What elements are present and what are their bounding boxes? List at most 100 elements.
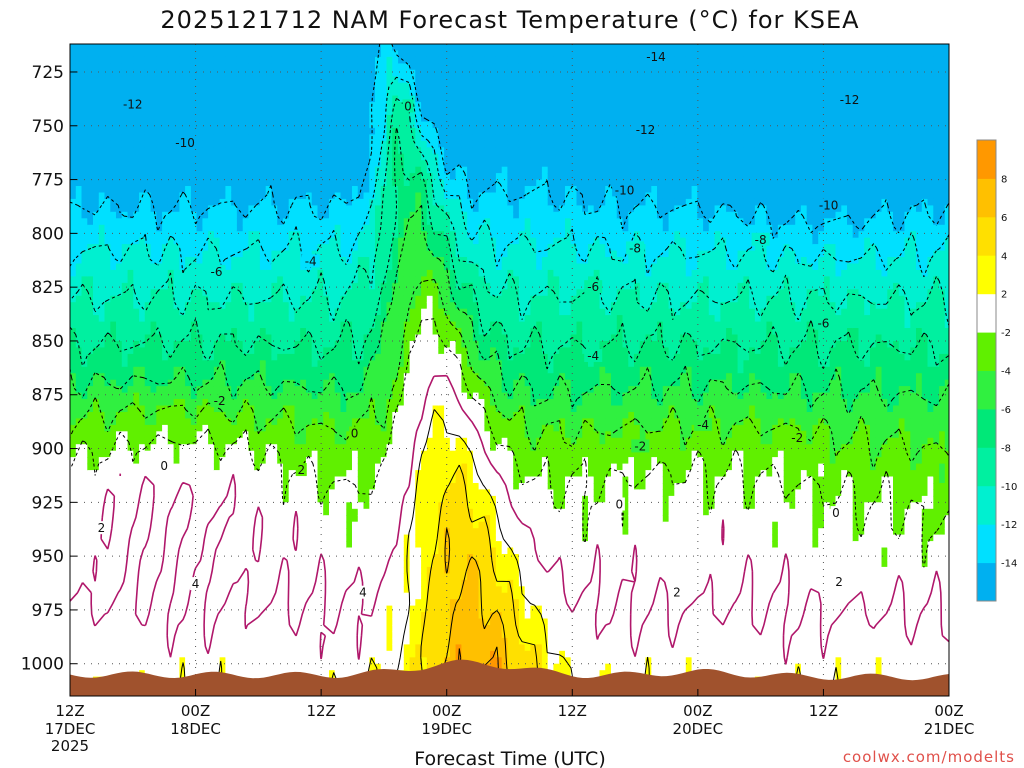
fill-cell-3074 — [242, 328, 250, 336]
fill-cell-2418 — [202, 657, 209, 665]
fill-cell-94 — [70, 650, 77, 658]
fill-cell-625 — [104, 166, 111, 174]
fill-cell-3765 — [282, 224, 290, 232]
fill-cell-4312 — [311, 495, 319, 503]
fill-cell-1364 — [144, 373, 152, 381]
fill-cell-385 — [87, 573, 94, 581]
fill-cell-4890 — [346, 315, 353, 323]
fill-cell-115 — [75, 134, 83, 142]
fill-cell-2341 — [202, 160, 209, 168]
fill-cell-4047 — [300, 89, 307, 97]
fill-cell-3780 — [282, 321, 290, 329]
fill-cell-4841 — [340, 650, 347, 658]
fill-cell-3503 — [265, 489, 273, 497]
fill-cell-3085 — [242, 399, 250, 407]
fill-cell-3261 — [254, 231, 261, 239]
fill-cell-1464 — [150, 366, 157, 374]
fill-cell-2235 — [196, 127, 203, 135]
fill-cell-707 — [110, 44, 117, 52]
fill-cell-4213 — [306, 508, 313, 516]
fill-cell-3679 — [277, 321, 284, 329]
fill-cell-221 — [81, 166, 88, 174]
fill-cell-190 — [75, 618, 83, 626]
fill-cell-3629 — [271, 650, 278, 658]
fill-cell-2875 — [231, 347, 238, 355]
fill-cell-1879 — [173, 437, 180, 445]
fill-cell-1592 — [156, 541, 163, 549]
fill-cell-1216 — [139, 69, 146, 77]
fill-cell-4980 — [352, 244, 359, 252]
fill-cell-1013 — [127, 63, 134, 71]
fill-cell-2932 — [236, 63, 244, 71]
fill-cell-2297 — [196, 528, 203, 536]
fill-cell-696 — [104, 625, 111, 633]
fill-cell-2447 — [208, 192, 215, 200]
fill-cell-4232 — [306, 631, 313, 639]
fill-cell-738 — [110, 244, 117, 252]
fill-cell-451 — [93, 347, 100, 355]
fill-cell-3660 — [277, 198, 284, 206]
fill-cell-419 — [93, 140, 100, 148]
fill-cell-610 — [104, 69, 111, 77]
fill-cell-151 — [75, 366, 83, 374]
fill-cell-4489 — [323, 334, 330, 342]
fill-cell-984 — [121, 528, 129, 536]
fill-cell-4146 — [306, 76, 313, 84]
fill-cell-3476 — [265, 315, 273, 323]
fill-cell-4960 — [352, 115, 359, 123]
fill-cell-223 — [81, 179, 88, 187]
fill-cell-916 — [121, 89, 129, 97]
fill-cell-3313 — [254, 566, 261, 574]
fill-cell-3797 — [282, 431, 290, 439]
fill-cell-2165 — [190, 328, 198, 336]
fill-cell-1667 — [162, 373, 169, 381]
fill-cell-182 — [75, 566, 83, 574]
fill-cell-340 — [87, 282, 94, 290]
fill-cell-3198 — [248, 476, 255, 484]
fill-cell-1978 — [179, 424, 186, 432]
fill-cell-3581 — [271, 341, 278, 349]
fill-cell-4521 — [323, 541, 330, 549]
fill-cell-736 — [110, 231, 117, 239]
fill-cell-4603 — [329, 418, 336, 426]
fill-cell-3209 — [248, 547, 255, 555]
fill-cell-1641 — [162, 205, 169, 213]
fill-cell-4112 — [300, 508, 307, 516]
fill-cell-1489 — [150, 528, 157, 536]
fill-cell-639 — [104, 257, 111, 265]
fill-cell-4690 — [334, 328, 342, 336]
fill-cell-3537 — [271, 56, 278, 64]
fill-cell-4218 — [306, 541, 313, 549]
fill-cell-2897 — [231, 489, 238, 497]
fill-cell-1935 — [179, 147, 186, 155]
fill-cell-4964 — [352, 140, 359, 148]
fill-cell-4184 — [306, 321, 313, 329]
fill-cell-4916 — [346, 483, 353, 491]
fill-cell-2318 — [196, 663, 203, 671]
fill-cell-2777 — [225, 366, 232, 374]
fill-cell-554 — [98, 360, 106, 368]
fill-cell-2465 — [208, 308, 215, 316]
fill-cell-2301 — [196, 554, 203, 562]
fill-cell-2020 — [185, 44, 192, 52]
fill-cell-130 — [75, 231, 83, 239]
fill-cell-4789 — [340, 315, 347, 323]
fill-cell-3924 — [288, 599, 296, 607]
fill-cell-2104 — [185, 586, 192, 594]
fill-cell-2435 — [208, 115, 215, 123]
fill-cell-971 — [121, 444, 129, 452]
fill-cell-4019 — [294, 560, 301, 568]
fill-cell-204 — [81, 56, 88, 64]
fill-cell-3298 — [254, 470, 261, 478]
fill-cell-2788 — [225, 437, 232, 445]
fill-cell-589 — [98, 586, 106, 594]
fill-cell-3549 — [271, 134, 278, 142]
fill-cell-3799 — [282, 444, 290, 452]
fill-cell-4785 — [340, 289, 347, 297]
fill-cell-2110 — [185, 625, 192, 633]
fill-cell-3214 — [248, 579, 255, 587]
fill-cell-215 — [81, 127, 88, 135]
fill-cell-3540 — [271, 76, 278, 84]
fill-cell-3110 — [242, 560, 250, 568]
fill-cell-4478 — [323, 263, 330, 271]
